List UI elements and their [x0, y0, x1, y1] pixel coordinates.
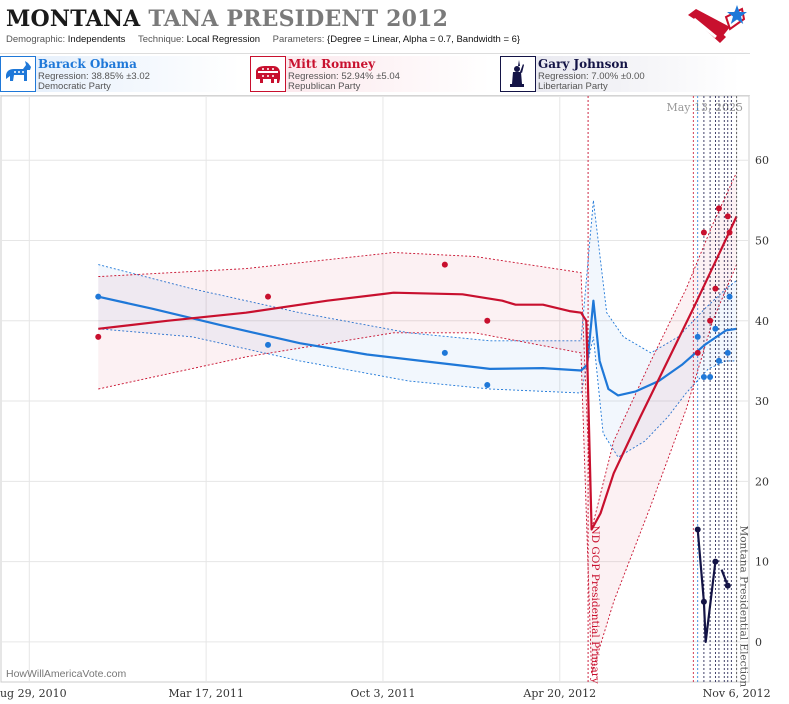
confidence-band — [98, 200, 737, 458]
donkey-icon — [0, 56, 36, 92]
data-point — [707, 317, 714, 324]
candidate-regression: Regression: 7.00% ±0.00 — [538, 71, 645, 82]
data-point — [700, 229, 707, 236]
data-point — [712, 558, 719, 565]
param-demographic-label: Demographic: — [6, 34, 66, 45]
x-tick-label: Oct 3, 2011 — [350, 687, 415, 700]
param-parameters-label: Parameters: — [272, 34, 325, 45]
data-point — [95, 333, 102, 340]
y-tick-label: 40 — [755, 315, 769, 328]
title-race: TANA PRESIDENT 2012 — [148, 6, 449, 32]
data-point — [694, 349, 701, 356]
candidate-regression: Regression: 38.85% ±3.02 — [38, 71, 150, 82]
data-point — [441, 261, 448, 268]
data-point — [715, 357, 722, 364]
data-point — [724, 582, 731, 589]
data-point — [712, 325, 719, 332]
param-technique-label: Technique: — [138, 34, 184, 45]
data-point — [724, 349, 731, 356]
param-technique-value: Local Regression — [186, 34, 261, 45]
candidate-party: Democratic Party — [38, 81, 111, 92]
candidate-regression: Regression: 52.94% ±5.04 — [288, 71, 400, 82]
liberty-icon — [500, 56, 536, 92]
elephant-icon — [250, 56, 286, 92]
event-label: ND GOP Presidential Primary — [589, 525, 601, 683]
candidate-name: Barack Obama — [38, 57, 137, 71]
y-tick-label: 0 — [755, 636, 762, 649]
y-tick-label: 30 — [755, 395, 769, 408]
data-point — [724, 213, 731, 220]
candidate-party: Republican Party — [288, 81, 361, 92]
data-point — [265, 341, 272, 348]
band-upper-line — [98, 172, 738, 530]
x-tick-label: Nov 6, 2012 — [703, 687, 771, 700]
data-point — [694, 333, 701, 340]
data-point — [707, 373, 714, 380]
title-state: MONTANA — [6, 6, 141, 32]
x-tick-label: Apr 20, 2012 — [522, 687, 596, 700]
data-point — [715, 205, 722, 212]
plot-area — [0, 95, 750, 683]
data-point — [484, 381, 491, 388]
data-point — [700, 373, 707, 380]
param-parameters-value: {Degree = Linear, Alpha = 0.7, Bandwidth… — [327, 34, 521, 45]
data-point — [726, 229, 733, 236]
band-upper-line — [98, 200, 737, 354]
data-point — [726, 293, 733, 300]
legend-item-barack-obama[interactable]: Barack Obama Regression: 38.85% ±3.02 De… — [0, 56, 240, 92]
data-point — [484, 317, 491, 324]
series-line — [98, 215, 738, 531]
candidate-name: Gary Johnson — [538, 57, 629, 71]
confidence-band — [98, 172, 737, 675]
data-point — [265, 293, 272, 300]
candidate-name: Mitt Romney — [288, 57, 376, 71]
data-point — [441, 349, 448, 356]
param-demographic-value: Independents — [67, 34, 126, 45]
data-point — [694, 526, 701, 533]
x-tick-label: Aug 29, 2010 — [0, 687, 67, 700]
y-tick-label: 20 — [755, 475, 769, 488]
legend-item-mitt-romney[interactable]: Mitt Romney Regression: 52.94% ±5.04 Rep… — [250, 56, 490, 92]
chart-title: MONTANA TANA PRESIDENT 2012 — [6, 6, 448, 32]
series-line — [98, 295, 737, 397]
data-point — [700, 598, 707, 605]
event-label: Montana Presidential Election — [738, 525, 750, 687]
data-point — [712, 285, 719, 292]
data-point — [95, 293, 102, 300]
x-tick-label: Mar 17, 2011 — [168, 687, 244, 700]
parameters-line: Demographic: Independents Technique: Loc… — [6, 34, 520, 45]
series-line — [696, 529, 717, 644]
legend-item-gary-johnson[interactable]: Gary Johnson Regression: 7.00% ±0.00 Lib… — [500, 56, 740, 92]
site-logo-icon — [688, 5, 747, 43]
y-tick-label: 50 — [755, 234, 769, 247]
watermark: HowWillAmericaVote.com — [6, 668, 127, 680]
y-tick-label: 10 — [755, 556, 769, 569]
y-tick-label: 60 — [755, 154, 769, 167]
band-lower-line — [98, 328, 737, 458]
candidate-party: Libertarian Party — [538, 81, 608, 92]
